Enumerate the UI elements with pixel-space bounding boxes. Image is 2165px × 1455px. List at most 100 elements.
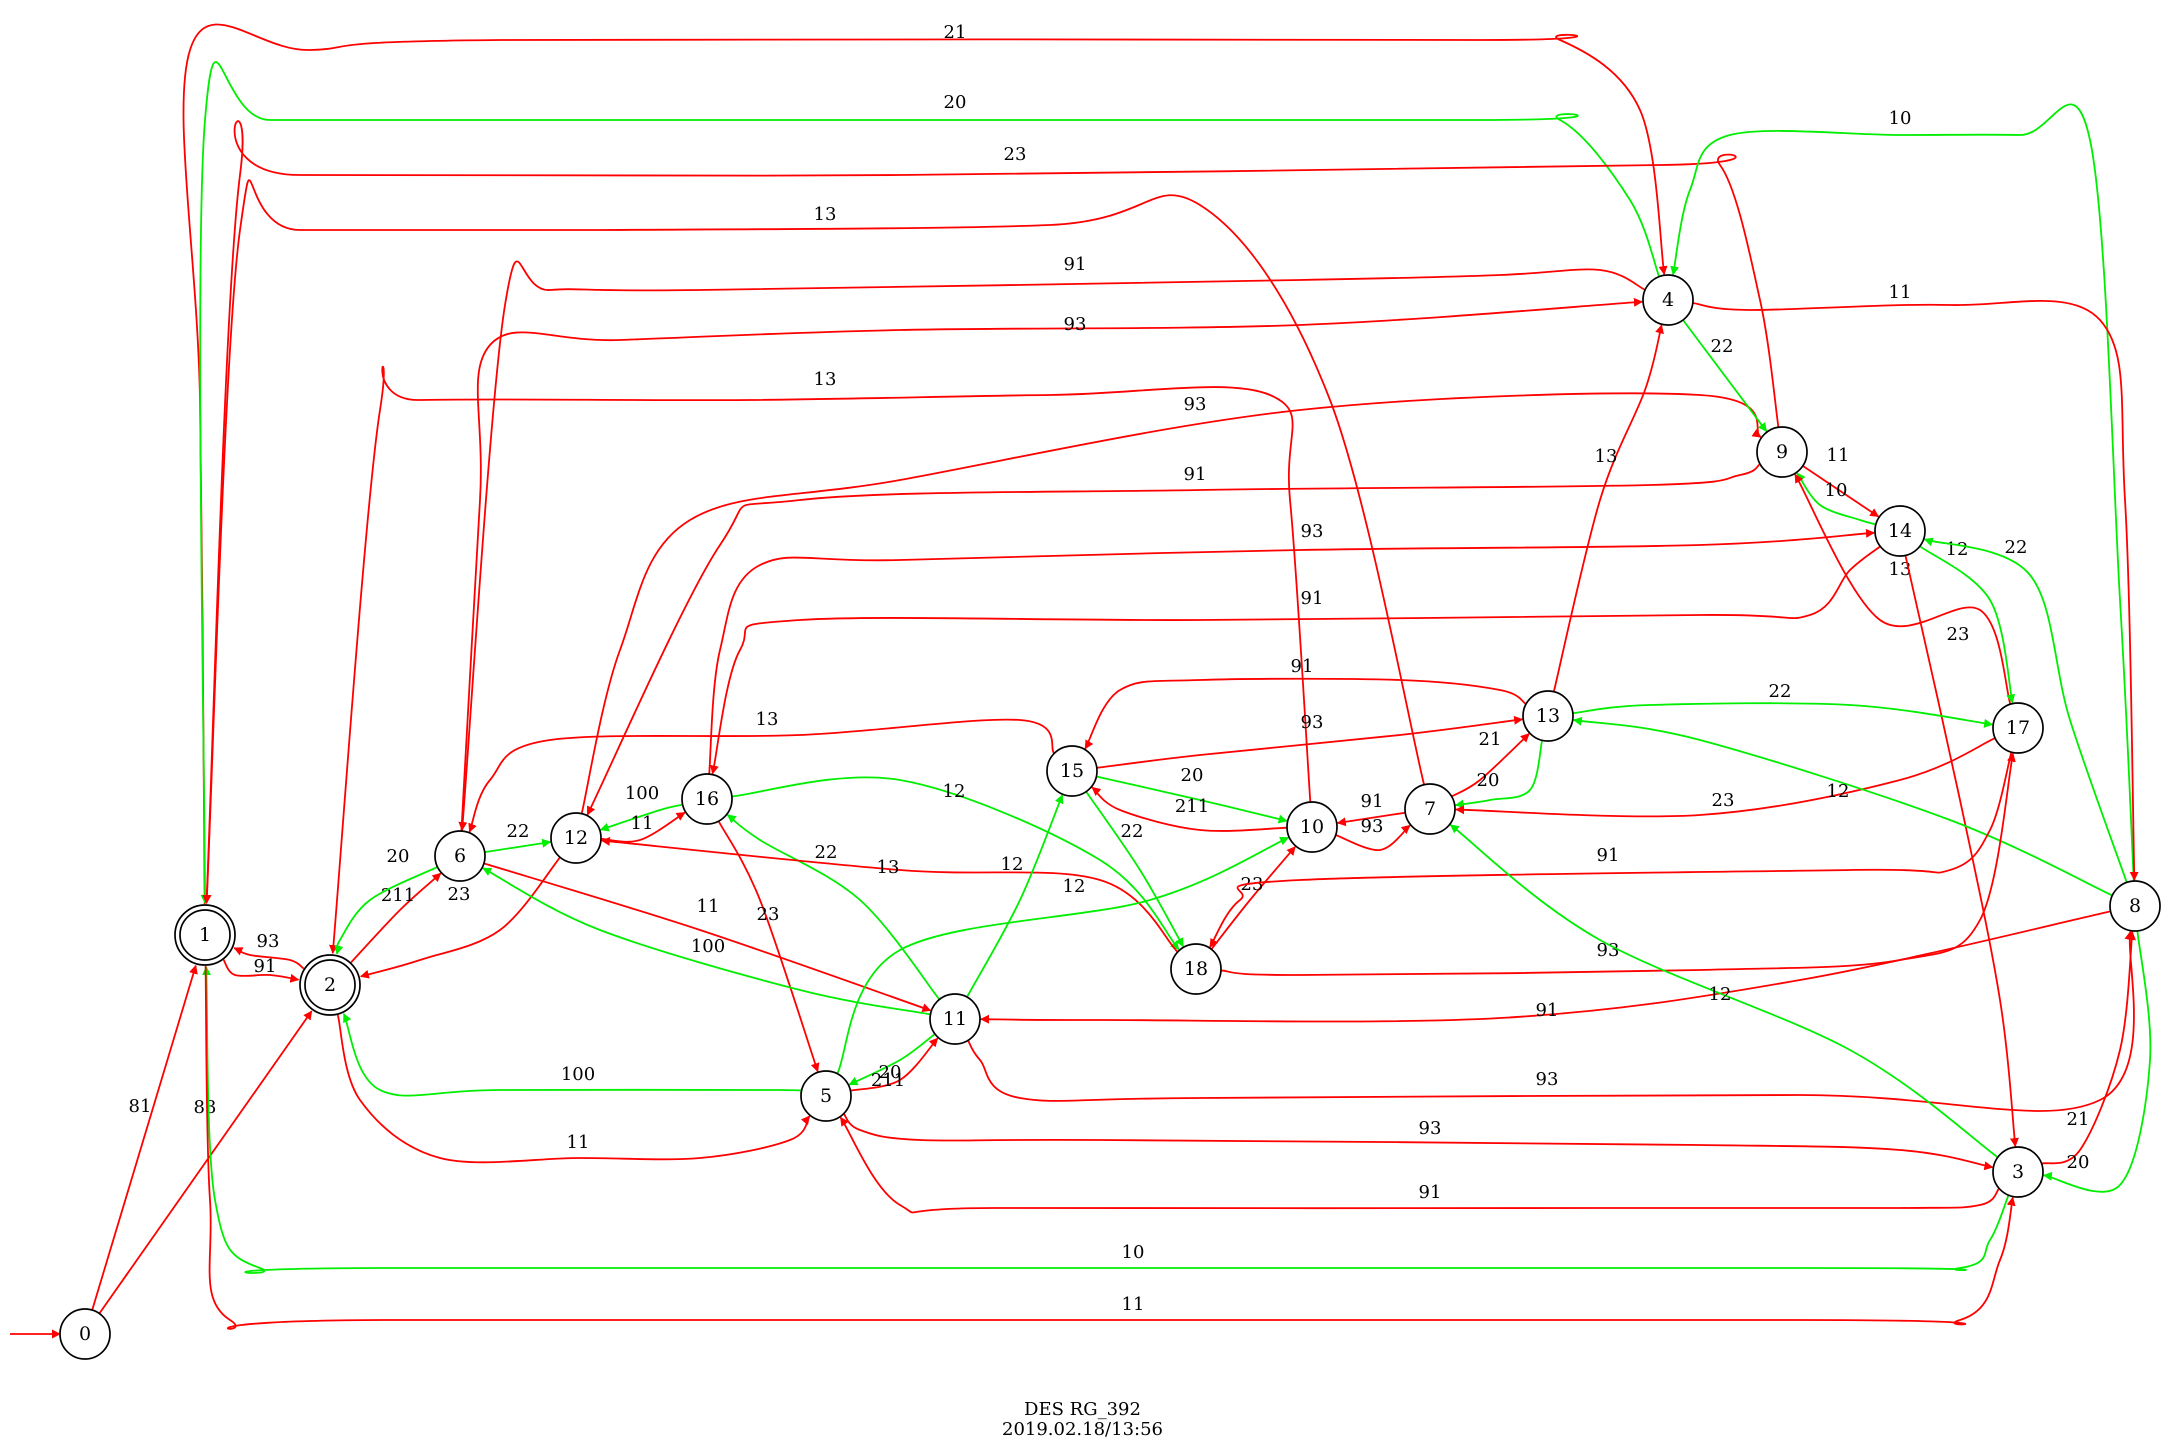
edge-label: 23 [1712, 790, 1735, 811]
edge-label: 11 [697, 896, 720, 917]
edge-label: 12 [943, 781, 966, 802]
edge-15-to-6: 13 [468, 709, 1055, 833]
edge-line [1096, 715, 1524, 769]
edge-label: 23 [1004, 144, 1027, 165]
edge-label: 91 [1536, 1000, 1559, 1021]
edge-line [1572, 716, 2113, 897]
state-2: 2 [299, 954, 361, 1016]
state-16: 16 [681, 773, 733, 825]
edge-line [1210, 846, 1296, 950]
edge-line [731, 776, 1180, 951]
edge-0-to-1: 81 [91, 964, 198, 1311]
edge-12-to-2: 23 [359, 856, 561, 979]
edge-label: 93 [1301, 521, 1324, 542]
edge-label: 211 [381, 885, 415, 906]
edge-4-to-9: 22 [1682, 319, 1768, 432]
state-label: 14 [1888, 520, 1912, 542]
edge-6-to-12: 22 [484, 821, 552, 854]
edge-15-to-13: 93 [1096, 712, 1524, 769]
edge-label: 10 [1825, 480, 1848, 501]
edge-label: 100 [691, 936, 725, 957]
edge-line [1449, 824, 1999, 1159]
edge-label: 100 [561, 1064, 595, 1085]
edge-18-to-12: 13 [600, 836, 1179, 953]
edge-line [1085, 791, 1184, 948]
edge-label: 91 [1064, 254, 1087, 275]
edge-16-to-12: 100 [599, 783, 683, 832]
state-label: 3 [2012, 1161, 2024, 1183]
edge-label: 22 [1769, 681, 1792, 702]
edge-3-to-5: 91 [839, 1116, 2000, 1214]
edge-11-to-15: 12 [966, 794, 1064, 998]
edge-label: 11 [631, 813, 654, 834]
state-circle [59, 1308, 111, 1360]
edge-label: 20 [387, 846, 410, 867]
edge-9-to-14: 11 [1802, 445, 1880, 518]
state-circle [304, 959, 356, 1011]
edge-line [334, 866, 438, 955]
edge-line [458, 260, 1646, 831]
edge-5-to-11: 211 [850, 1037, 939, 1092]
edges-layer: 81 83919321202313919313939193911011221110… [10, 22, 2152, 1339]
edge-line [1796, 472, 1877, 526]
edge-line [483, 862, 932, 1013]
edge-15-to-18: 22 [1085, 791, 1184, 948]
edge-line [468, 718, 1055, 833]
state-circle [2109, 880, 2161, 932]
edge-13-to-17: 22 [1572, 681, 1994, 728]
edge-13-to-4: 13 [1552, 324, 1664, 692]
edge-label: 21 [2067, 1109, 2090, 1130]
edge-line [1084, 677, 1527, 750]
edge-line [1209, 751, 2013, 948]
edge-line [182, 23, 1668, 905]
state-label: 11 [943, 1008, 967, 1030]
edge-label: 11 [1889, 282, 1912, 303]
edge-9-to-12: 91 [586, 463, 1761, 816]
edge-label: 13 [814, 204, 837, 225]
edge-label: 211 [1175, 796, 1209, 817]
state-circle [550, 812, 602, 864]
edge-2-to-5: 11 [336, 1014, 811, 1164]
edge-18-to-10: 23 [1210, 846, 1296, 950]
edge-line [1096, 775, 1288, 824]
edge-6-to-11: 11 [483, 862, 932, 1013]
edge-label: 93 [1184, 394, 1207, 415]
edge-16-to-14: 93 [708, 521, 1875, 775]
state-label: 8 [2129, 895, 2141, 917]
edge-13-to-15: 91 [1084, 656, 1527, 750]
caption-timestamp: 2019.02.18/13:56 [1002, 1419, 1163, 1440]
edge-line [726, 814, 941, 1001]
state-circle [1404, 783, 1456, 835]
edge-line [202, 179, 1425, 904]
state-label: 17 [2006, 717, 2030, 739]
edge-label: 93 [1301, 712, 1324, 733]
state-label: 7 [1424, 798, 1436, 820]
edge-3-to-8: 21 [2041, 930, 2136, 1165]
state-circle [1046, 745, 1098, 797]
edge-line [980, 910, 2111, 1024]
edge-16-to-5: 23 [717, 820, 820, 1073]
edge-8-to-13: 12 [1572, 716, 2113, 897]
edge-12-to-16: 11 [600, 811, 686, 843]
edge-label: 93 [1064, 314, 1087, 335]
state-label: 10 [1300, 816, 1324, 838]
state-4: 4 [1642, 274, 1694, 326]
edge-label: 100 [625, 783, 659, 804]
edge-line [2041, 930, 2136, 1165]
edge-line [966, 794, 1064, 998]
edge-label: 20 [2067, 1152, 2090, 1173]
edge-label: 22 [507, 821, 530, 842]
state-label: 2 [324, 974, 336, 996]
edge-line [1572, 702, 1994, 728]
edge-line [709, 545, 1881, 775]
edge-17-to-9: 13 [1794, 473, 2012, 705]
edge-label: 13 [814, 369, 837, 390]
state-circle [1992, 702, 2044, 754]
state-1: 1 [174, 904, 236, 966]
edge-label: 91 [1419, 1182, 1442, 1203]
edge-label: 91 [254, 956, 277, 977]
state-circle [1286, 801, 1338, 853]
edge-9-to-1: 23 [202, 120, 1780, 904]
edge-line [599, 803, 683, 832]
